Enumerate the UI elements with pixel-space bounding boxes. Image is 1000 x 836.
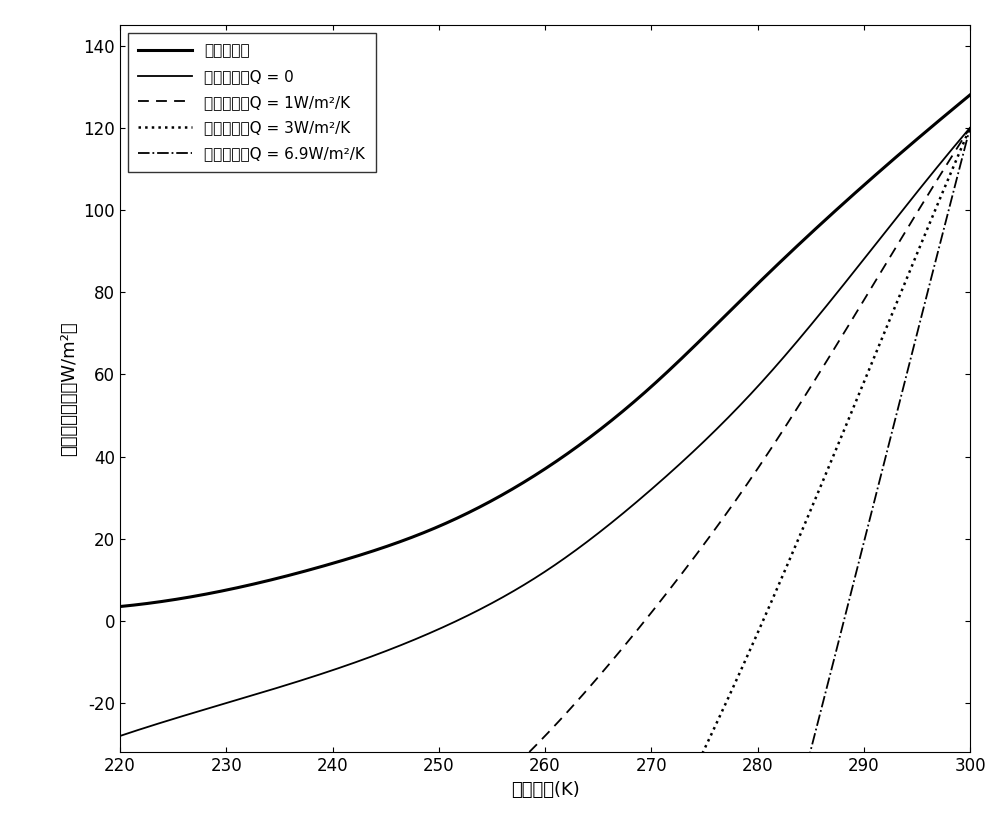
Legend: 理想发射器, 热传导系数Q = 0, 热传导系数Q = 1W/m²/K, 热传导系数Q = 3W/m²/K, 热传导系数Q = 6.9W/m²/K: 理想发射器, 热传导系数Q = 0, 热传导系数Q = 1W/m²/K, 热传导… bbox=[128, 33, 376, 172]
理想发射器 bbox=[964, 90, 976, 100]
热传导系数Q = 0 bbox=[698, 436, 710, 446]
热传导系数Q = 3W/m²/K bbox=[698, 746, 710, 756]
Y-axis label: 辐射制冷功率（W/m²）: 辐射制冷功率（W/m²） bbox=[60, 321, 78, 456]
热传导系数Q = 1W/m²/K bbox=[964, 123, 976, 133]
理想发射器 bbox=[114, 602, 126, 612]
热传导系数Q = 0 bbox=[964, 123, 976, 133]
热传导系数Q = 0 bbox=[114, 731, 126, 741]
理想发射器 bbox=[201, 589, 213, 599]
热传导系数Q = 1W/m²/K bbox=[792, 401, 804, 411]
热传导系数Q = 1W/m²/K bbox=[698, 540, 710, 550]
理想发射器 bbox=[792, 240, 804, 250]
Line: 热传导系数Q = 3W/m²/K: 热传导系数Q = 3W/m²/K bbox=[120, 128, 970, 836]
热传导系数Q = 3W/m²/K bbox=[792, 535, 804, 545]
Line: 热传导系数Q = 0: 热传导系数Q = 0 bbox=[120, 128, 970, 736]
热传导系数Q = 0 bbox=[777, 353, 789, 363]
Line: 理想发射器: 理想发射器 bbox=[120, 95, 970, 607]
热传导系数Q = 0 bbox=[458, 613, 470, 623]
理想发射器 bbox=[698, 332, 710, 342]
X-axis label: 器件温度(K): 器件温度(K) bbox=[511, 781, 579, 799]
热传导系数Q = 1W/m²/K bbox=[488, 781, 500, 791]
热传导系数Q = 0 bbox=[488, 597, 500, 607]
理想发射器 bbox=[488, 494, 500, 504]
热传导系数Q = 3W/m²/K bbox=[777, 570, 789, 580]
热传导系数Q = 0 bbox=[792, 335, 804, 345]
理想发射器 bbox=[458, 510, 470, 520]
热传导系数Q = 1W/m²/K bbox=[458, 808, 470, 818]
热传导系数Q = 1W/m²/K bbox=[777, 426, 789, 436]
热传导系数Q = 0 bbox=[201, 704, 213, 714]
热传导系数Q = 6.9W/m²/K bbox=[964, 123, 976, 133]
Line: 热传导系数Q = 1W/m²/K: 热传导系数Q = 1W/m²/K bbox=[120, 128, 970, 836]
理想发射器 bbox=[777, 254, 789, 264]
热传导系数Q = 6.9W/m²/K bbox=[792, 794, 804, 804]
Line: 热传导系数Q = 6.9W/m²/K: 热传导系数Q = 6.9W/m²/K bbox=[120, 128, 970, 836]
热传导系数Q = 3W/m²/K bbox=[964, 123, 976, 133]
